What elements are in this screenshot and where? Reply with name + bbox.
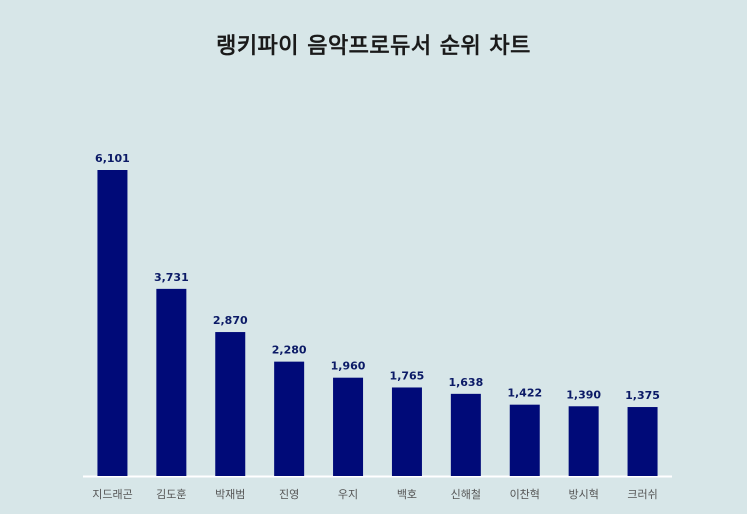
chart-title: 랭키파이 음악프로듀서 순위 차트 xyxy=(216,34,531,59)
value-label: 1,375 xyxy=(625,389,660,402)
category-label: 이찬혁 xyxy=(510,487,540,501)
category-label: 방시혁 xyxy=(568,488,598,501)
category-label: 지드래곤 xyxy=(92,488,132,501)
value-label: 1,960 xyxy=(331,360,366,373)
value-label: 2,280 xyxy=(272,344,307,357)
category-label: 백호 xyxy=(397,488,417,501)
bar-백호 xyxy=(391,387,422,476)
bar-우지 xyxy=(333,377,364,476)
bar-크러쉬 xyxy=(627,407,658,476)
value-label: 1,422 xyxy=(507,387,542,400)
value-label: 1,390 xyxy=(566,388,601,401)
category-label: 박재범 xyxy=(215,488,245,501)
value-label: 2,870 xyxy=(213,314,248,327)
category-label: 신해철 xyxy=(451,487,481,501)
category-label: 크러쉬 xyxy=(627,488,657,501)
bar-진영 xyxy=(274,361,305,476)
category-label: 진영 xyxy=(279,488,299,501)
value-label: 1,765 xyxy=(390,369,425,382)
bar-방시혁 xyxy=(568,406,599,476)
value-label: 6,101 xyxy=(95,152,130,165)
category-label: 우지 xyxy=(338,488,358,501)
bar-지드래곤 xyxy=(97,170,128,476)
value-label: 3,731 xyxy=(154,271,189,284)
bar-이찬혁 xyxy=(509,404,540,476)
value-label: 1,638 xyxy=(448,376,483,389)
bar-신해철 xyxy=(450,393,481,476)
category-label: 김도훈 xyxy=(156,488,186,501)
bar-김도훈 xyxy=(156,288,187,476)
bar-박재범 xyxy=(215,332,246,476)
